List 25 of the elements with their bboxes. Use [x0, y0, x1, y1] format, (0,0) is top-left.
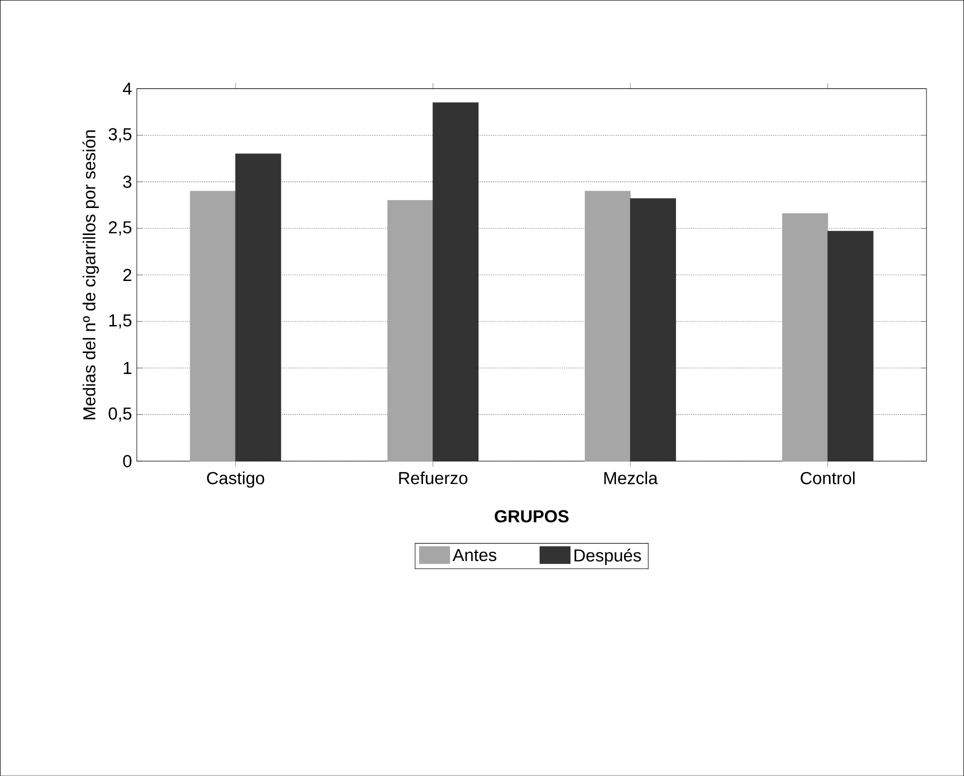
bar: [782, 213, 828, 462]
bar: [387, 200, 434, 462]
x-tick-label: Mezcla: [604, 471, 658, 484]
bar: [630, 198, 676, 462]
x-tick-label: Control: [800, 471, 855, 484]
legend-label: Después: [574, 548, 641, 565]
y-tick-label: 4: [122, 82, 132, 95]
y-tick-label: 3,5: [108, 128, 132, 142]
legend-label: Antes: [452, 548, 496, 562]
y-tick-label: 1: [124, 362, 132, 374]
y-tick-label: 0: [123, 454, 132, 468]
x-tick-label: Castigo: [207, 471, 264, 488]
bar: [190, 190, 236, 462]
y-tick-label: 1,5: [109, 314, 132, 328]
bar: [828, 230, 874, 462]
y-axis-title: Medias del nº de cigarrillos por sesión: [82, 130, 99, 420]
y-tick-label: 2: [123, 268, 132, 281]
x-axis-title: GRUPOS: [494, 510, 569, 522]
y-tick-label: 0,5: [108, 407, 132, 422]
y-tick-label: 3: [123, 176, 132, 188]
bar: [432, 102, 479, 462]
bar: [584, 190, 631, 462]
y-tick-label: 2,5: [108, 221, 132, 236]
bar: [235, 153, 282, 462]
x-tick-label: Refuerzo: [399, 471, 468, 484]
